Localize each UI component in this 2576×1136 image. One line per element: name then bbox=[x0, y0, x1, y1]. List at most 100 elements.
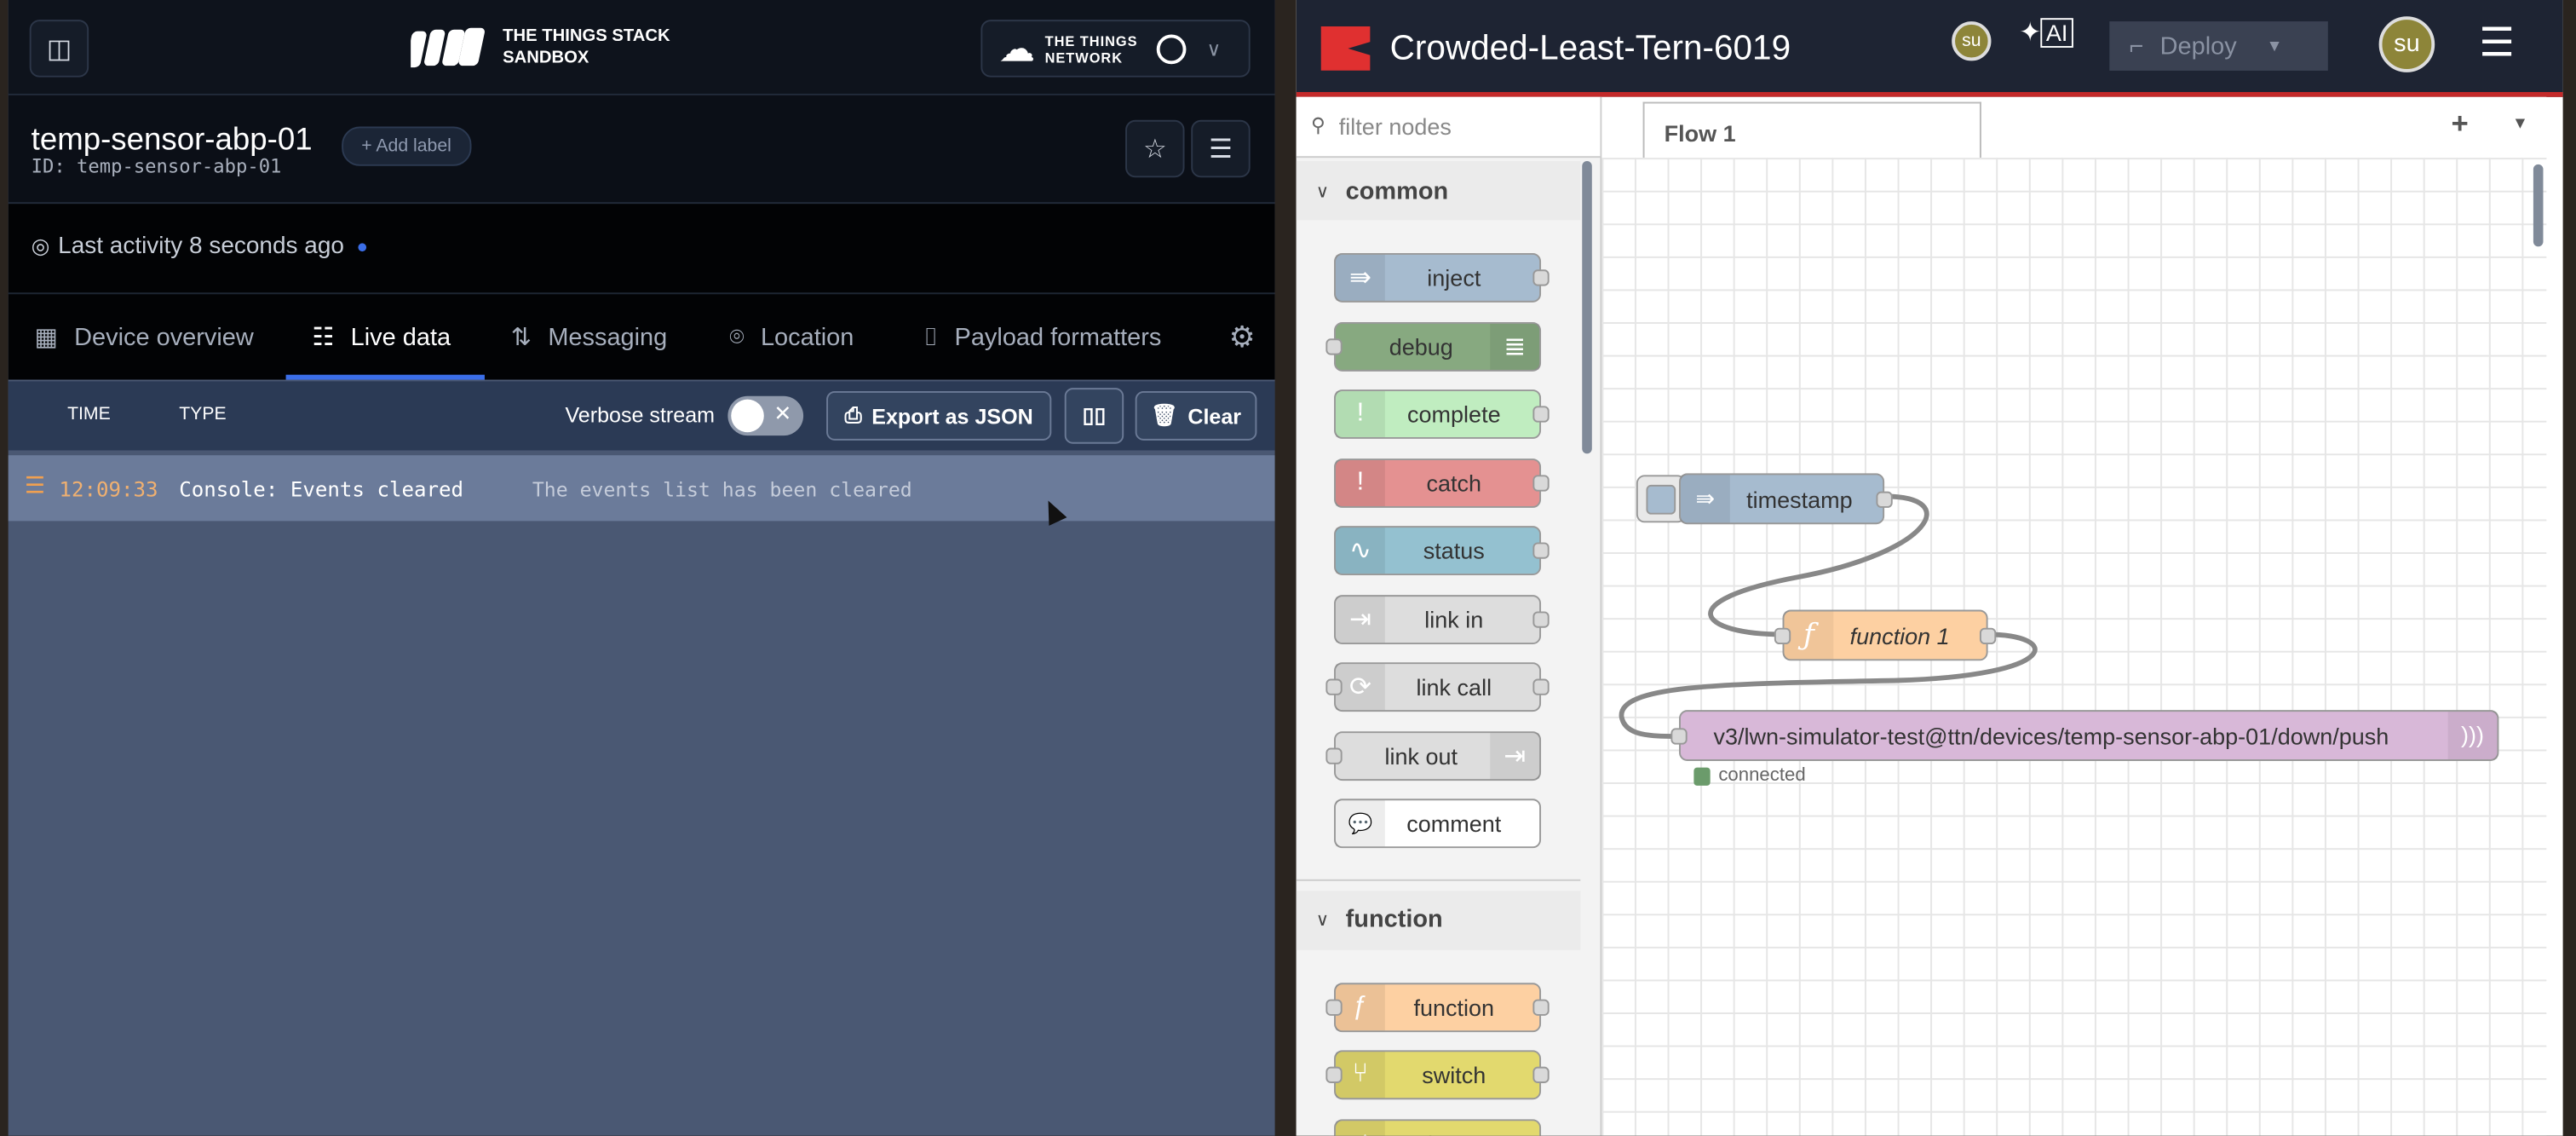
input-port[interactable] bbox=[1670, 727, 1688, 744]
tab-messaging[interactable]: ⇅ Messaging bbox=[511, 294, 667, 379]
user-avatar-icon bbox=[1157, 33, 1187, 64]
input-port bbox=[1325, 337, 1343, 355]
palette-category-function[interactable]: ∨ function bbox=[1296, 890, 1581, 949]
flow-node-function-1[interactable]: ƒ function 1 bbox=[1774, 609, 1997, 661]
canvas-scrollbar[interactable] bbox=[2533, 164, 2544, 247]
device-menu-button[interactable]: ☰ bbox=[1191, 119, 1251, 178]
category-divider bbox=[1296, 878, 1581, 880]
output-port bbox=[1532, 998, 1550, 1015]
brand-line2: SANDBOX bbox=[503, 47, 589, 68]
account-menu-button[interactable]: ☁ THE THINGS NETWORK ∨ bbox=[980, 20, 1251, 78]
output-port[interactable] bbox=[1979, 626, 1997, 644]
deploy-button[interactable]: ⌐ Deploy ▼ bbox=[2109, 21, 2328, 71]
flow-list-caret-icon[interactable]: ▼ bbox=[2511, 115, 2528, 134]
device-header: temp-sensor-abp-01 ID: temp-sensor-abp-0… bbox=[8, 95, 1275, 205]
inject-button-icon bbox=[1646, 483, 1676, 514]
gear-icon: ⚙ bbox=[1228, 320, 1256, 353]
palette-node-change[interactable]: ⇄ change bbox=[1325, 1118, 1550, 1136]
favorite-button[interactable]: ☆ bbox=[1125, 119, 1185, 178]
activity-bar: ◎ Last activity 8 seconds ago bbox=[8, 204, 1275, 295]
verbose-stream-toggle[interactable]: ✕ bbox=[727, 395, 804, 436]
ai-label: AI bbox=[2041, 18, 2073, 48]
tab-location[interactable]: ⌾ Location bbox=[729, 294, 854, 379]
chevron-down-icon: ∨ bbox=[1206, 37, 1222, 61]
collaborator-avatar[interactable]: su bbox=[1952, 21, 1992, 61]
palette-node-label: status bbox=[1423, 537, 1485, 564]
tab-flow-1[interactable]: Flow 1 bbox=[1642, 101, 1981, 159]
palette-node-link-call[interactable]: ⟳ link call bbox=[1325, 662, 1550, 712]
active-tab-indicator bbox=[285, 374, 485, 380]
palette-scrollbar[interactable] bbox=[1582, 161, 1592, 454]
clear-button[interactable]: 🗑 Clear bbox=[1135, 391, 1257, 441]
input-port bbox=[1325, 678, 1343, 695]
output-port bbox=[1532, 474, 1550, 491]
output-port[interactable] bbox=[1876, 490, 1893, 507]
palette-node-label: link out bbox=[1384, 741, 1458, 769]
chevron-down-icon: ∨ bbox=[1315, 910, 1330, 931]
network-line1: THE THINGS bbox=[1044, 32, 1138, 49]
node-label: function 1 bbox=[1849, 621, 1950, 649]
ttn-console-panel: ◫ THE THINGS STACK SANDBOX ☁ THE THINGS … bbox=[8, 0, 1275, 1136]
input-port[interactable] bbox=[1774, 626, 1791, 644]
arrow-icon: ⇛ bbox=[1680, 475, 1730, 523]
grid-icon: ▦ bbox=[34, 323, 58, 352]
export-json-button[interactable]: ⎙ Export as JSON bbox=[826, 391, 1052, 441]
palette-node-comment[interactable]: 💬 comment bbox=[1334, 799, 1542, 849]
tab-payload-formatters[interactable]: ⌷ Payload formatters bbox=[923, 294, 1161, 379]
flow-canvas[interactable]: ⇛ timestamp ƒ function 1 v3/lwn-simulato… bbox=[1601, 158, 2547, 1136]
tab-device-overview[interactable]: ▦ Device overview bbox=[35, 294, 254, 379]
node-red-logo bbox=[1320, 26, 1371, 71]
filter-placeholder: filter nodes bbox=[1338, 113, 1452, 140]
tab-label: Location bbox=[760, 322, 854, 351]
caret-down-icon: ▼ bbox=[2266, 37, 2283, 55]
ttn-stack-logo-icon bbox=[411, 27, 485, 68]
input-port bbox=[1325, 998, 1343, 1015]
tab-live-data[interactable]: ☷ Live data bbox=[312, 294, 451, 379]
palette-node-catch[interactable]: ! catch bbox=[1334, 458, 1550, 507]
event-type: Console: Events cleared bbox=[179, 476, 464, 502]
output-port bbox=[1532, 269, 1550, 286]
list-icon: ≣ bbox=[1490, 322, 1540, 369]
status-text: connected bbox=[1718, 765, 1806, 786]
input-port bbox=[1325, 747, 1343, 764]
last-activity-text: Last activity 8 seconds ago bbox=[58, 233, 344, 260]
filter-nodes-input[interactable]: ⚲ filter nodes bbox=[1296, 96, 1601, 159]
palette-node-function[interactable]: ƒ function bbox=[1325, 982, 1550, 1032]
function-icon: ƒ bbox=[1335, 983, 1385, 1030]
palette-node-label: switch bbox=[1422, 1061, 1486, 1088]
node-status: connected bbox=[1693, 765, 1806, 786]
activity-dot bbox=[359, 242, 367, 251]
output-port bbox=[1532, 1066, 1550, 1083]
palette-node-debug[interactable]: ≣ debug bbox=[1325, 321, 1542, 371]
pause-button[interactable]: ▯▯ bbox=[1064, 388, 1124, 444]
column-header-time: TIME bbox=[67, 404, 111, 424]
flow-node-timestamp[interactable]: ⇛ timestamp bbox=[1679, 473, 1893, 525]
event-icon: ☰ bbox=[24, 473, 46, 500]
palette-node-label: debug bbox=[1389, 332, 1453, 360]
tab-settings[interactable]: ⚙ bbox=[1229, 294, 1256, 379]
tab-label: Payload formatters bbox=[954, 322, 1162, 351]
palette-node-complete[interactable]: ! complete bbox=[1334, 389, 1550, 439]
palette-category-common[interactable]: ∨ common bbox=[1296, 161, 1581, 221]
link-call-icon: ⟳ bbox=[1335, 664, 1385, 711]
palette-node-link-in[interactable]: ⇥ link in bbox=[1334, 594, 1550, 644]
sidebar-toggle-button[interactable]: ◫ bbox=[29, 20, 89, 78]
palette-node-status[interactable]: ∿ status bbox=[1334, 526, 1550, 576]
palette-node-link-out[interactable]: ⇥ link out bbox=[1325, 730, 1542, 781]
flow-node-mqtt-out[interactable]: v3/lwn-simulator-test@ttn/devices/temp-s… bbox=[1670, 710, 2499, 761]
star-icon: ☆ bbox=[1142, 136, 1167, 164]
main-menu-icon[interactable]: ☰ bbox=[2479, 21, 2515, 66]
add-label-button[interactable]: + Add label bbox=[342, 126, 472, 166]
device-title: temp-sensor-abp-01 bbox=[31, 123, 313, 159]
palette-node-switch[interactable]: ⑂ switch bbox=[1325, 1050, 1550, 1100]
event-row[interactable]: ☰ 12:09:33 Console: Events cleared The e… bbox=[8, 455, 1275, 522]
function-icon: ƒ bbox=[1784, 611, 1834, 660]
palette-node-inject[interactable]: ⇛ inject bbox=[1334, 253, 1550, 303]
output-port bbox=[1532, 542, 1550, 559]
add-flow-icon[interactable]: + bbox=[2451, 107, 2469, 140]
switch-icon: ⑂ bbox=[1335, 1052, 1385, 1099]
hamburger-icon: ☰ bbox=[1209, 136, 1233, 164]
user-avatar[interactable]: su bbox=[2378, 16, 2435, 72]
code-file-icon: ⌷ bbox=[923, 322, 939, 351]
ai-assistant-button[interactable]: ✦ AI bbox=[2019, 16, 2073, 49]
